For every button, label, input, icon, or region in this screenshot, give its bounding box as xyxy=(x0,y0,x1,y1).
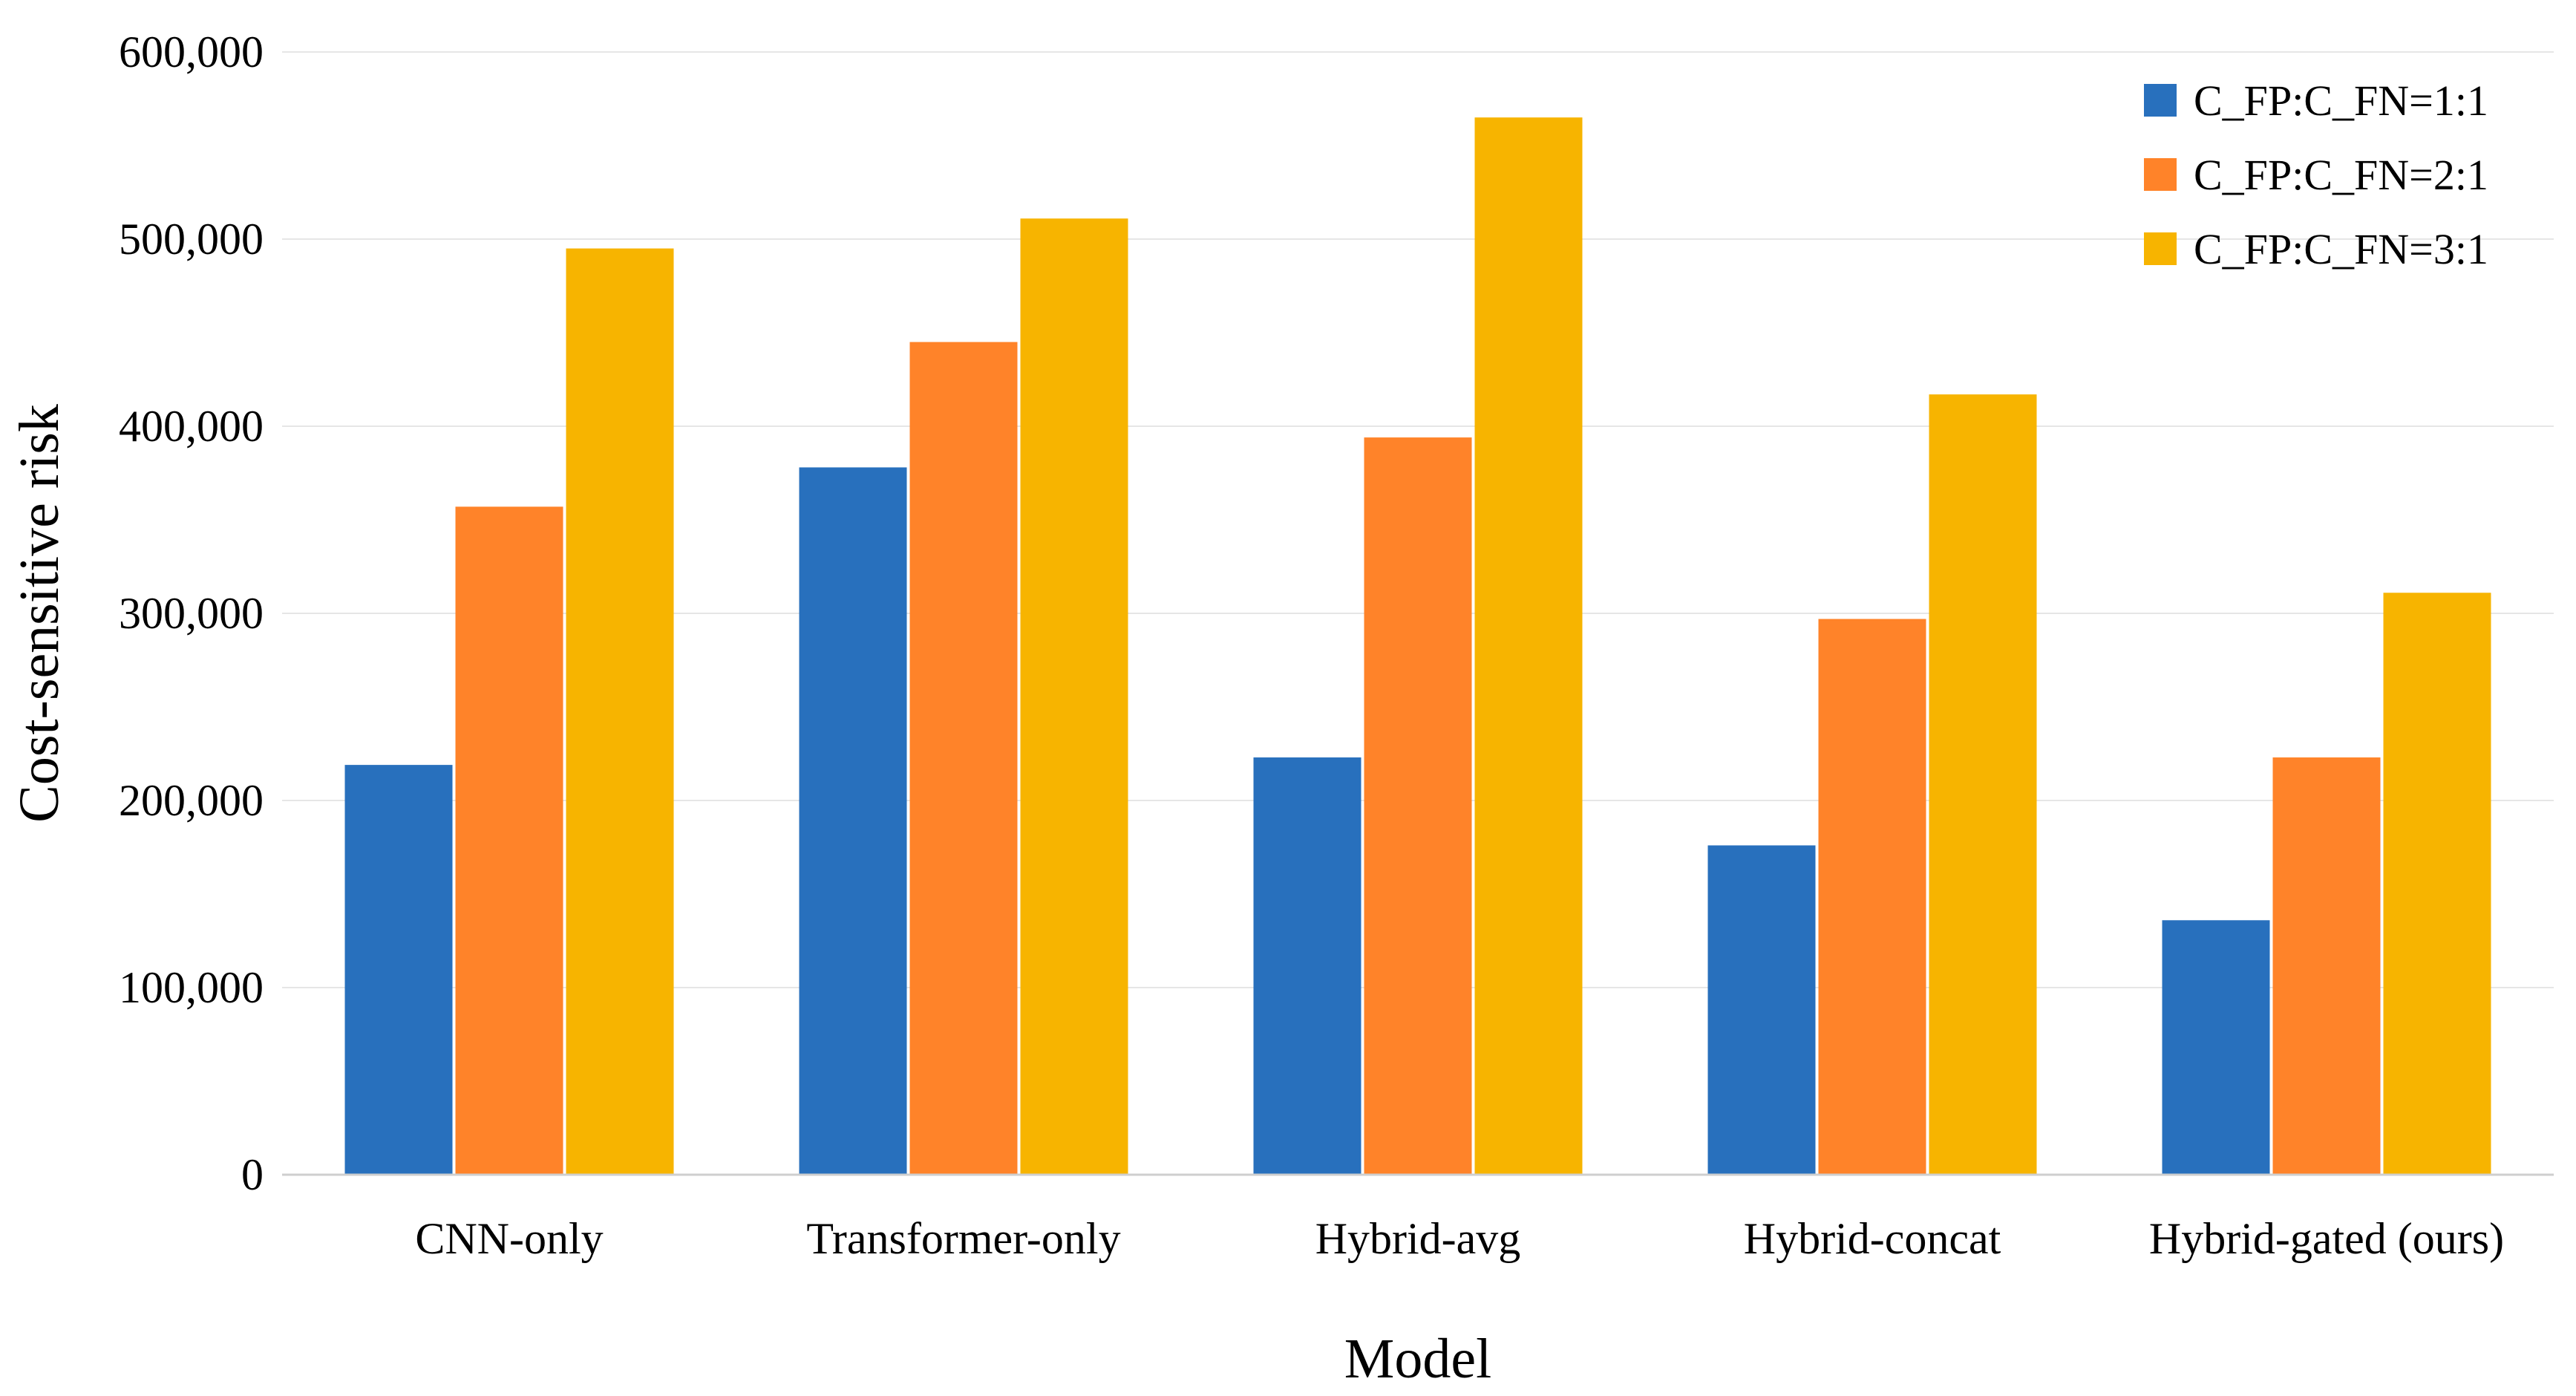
legend-label-1: C_FP:C_FN=1:1 xyxy=(2194,76,2488,125)
bar-2-2 xyxy=(909,342,1018,1175)
y-tick-label: 400,000 xyxy=(119,402,264,451)
bar-1-5 xyxy=(2162,920,2270,1175)
legend-label-3: C_FP:C_FN=3:1 xyxy=(2194,225,2488,273)
x-tick-label: Hybrid-gated (ours) xyxy=(2149,1214,2504,1263)
bar-1-4 xyxy=(1707,845,1816,1175)
y-tick-label: 500,000 xyxy=(119,215,264,264)
bar-3-5 xyxy=(2383,593,2491,1175)
x-tick-label: Transformer-only xyxy=(806,1214,1120,1263)
bar-3-1 xyxy=(566,248,674,1175)
bar-2-5 xyxy=(2272,757,2381,1175)
x-tick-label: CNN-only xyxy=(415,1214,603,1263)
legend-label-2: C_FP:C_FN=2:1 xyxy=(2194,151,2488,199)
y-axis-ticks: 0 100,000 200,000 300,000 400,000 500,000 600,… xyxy=(119,27,264,1199)
bar-2-3 xyxy=(1364,437,1472,1175)
y-tick-label: 100,000 xyxy=(119,963,264,1012)
bar-2-1 xyxy=(455,506,563,1175)
bar-3-3 xyxy=(1474,117,1583,1175)
bar-3-4 xyxy=(1929,394,2037,1175)
x-axis-ticks: CNN-only Transformer-only Hybrid-avg Hybrid… xyxy=(415,1214,2504,1263)
bar-3-2 xyxy=(1020,218,1128,1175)
legend-swatch-1 xyxy=(2144,84,2177,117)
y-axis-title: Cost-sensitive risk xyxy=(8,404,71,823)
x-axis-title: Model xyxy=(1344,1328,1491,1390)
y-tick-label: 600,000 xyxy=(119,27,264,76)
bars xyxy=(344,117,2491,1175)
y-tick-label: 200,000 xyxy=(119,776,264,825)
x-tick-label: Hybrid-avg xyxy=(1315,1214,1521,1263)
bar-1-1 xyxy=(344,765,453,1175)
legend: C_FP:C_FN=1:1 C_FP:C_FN=2:1 C_FP:C_FN=3:1 xyxy=(2144,76,2488,273)
y-tick-label: 0 xyxy=(241,1150,264,1199)
bar-2-4 xyxy=(1818,619,1926,1175)
legend-swatch-3 xyxy=(2144,232,2177,265)
x-tick-label: Hybrid-concat xyxy=(1744,1214,2001,1263)
bar-1-3 xyxy=(1253,757,1361,1175)
bar-1-2 xyxy=(799,467,907,1175)
y-tick-label: 300,000 xyxy=(119,589,264,638)
legend-swatch-2 xyxy=(2144,158,2177,191)
